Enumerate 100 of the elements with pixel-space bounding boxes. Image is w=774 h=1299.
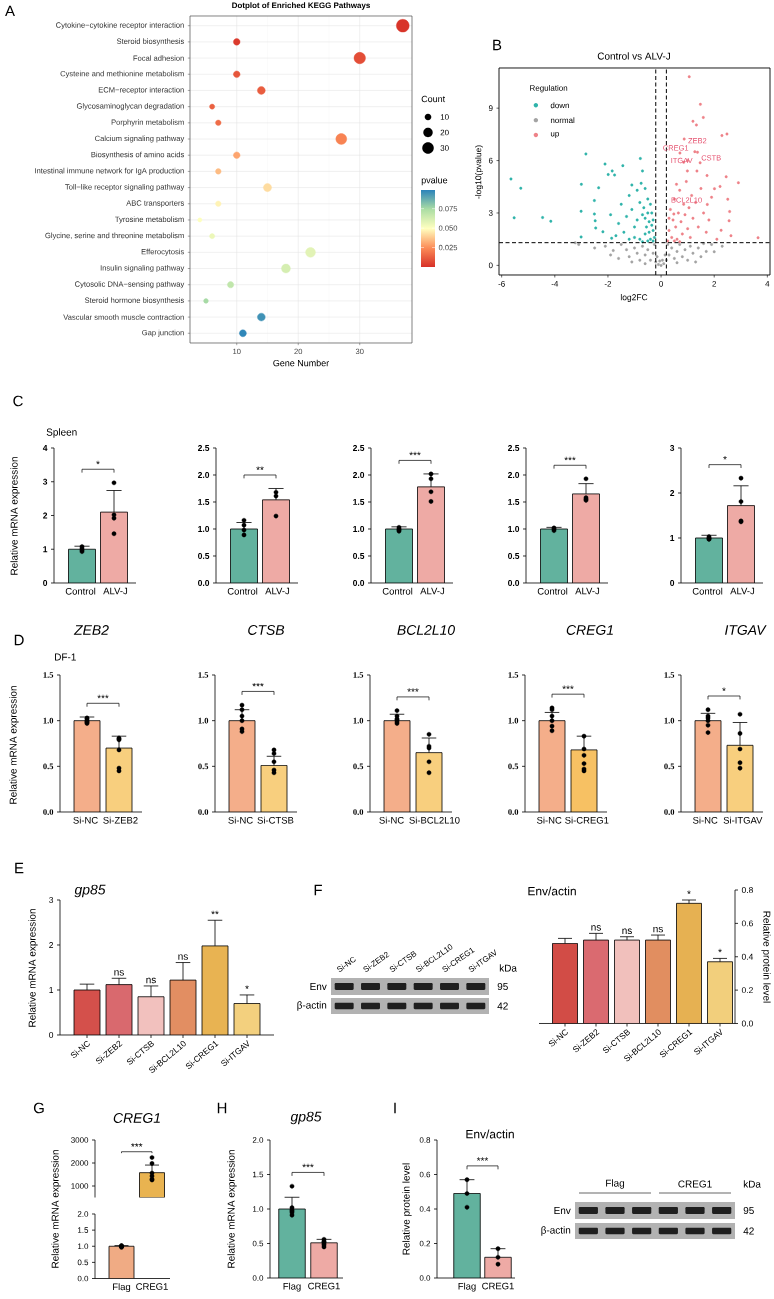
y-tick-label: 1.0 [198,526,210,532]
text: F [314,884,322,896]
text: C [13,395,23,407]
y-tick-label: 2.5 [198,445,210,451]
annotation: *** [407,688,419,692]
text: 42 [743,1227,754,1235]
x-tick-label: Si-NC [693,816,718,824]
y-tick-label: 2 [43,512,48,519]
text: kDa [499,964,517,972]
y-tick-label: 2.0 [198,472,210,478]
x-tick-label: ALV-J [575,587,600,595]
x-tick-label: Si-ITGAV [723,816,763,824]
chart-subtitle: Spleen [46,428,77,438]
annotation: * [723,456,727,460]
y-tick-label: 1.5 [508,499,520,505]
y-tick-label: 2.5 [353,445,365,451]
annotation: *** [562,685,574,690]
chart-title: gp85 [74,884,106,898]
text: I [394,1102,396,1114]
y-tick-label: 1.0 [353,717,364,724]
annotation: * [96,460,100,465]
text: Env [310,983,327,990]
chart-title: CREG1 [566,625,613,635]
y-tick-label: 1.0 [664,717,675,724]
x-tick-label: Control [692,587,723,595]
x-tick-label: ALV-J [730,587,755,595]
chart-title: gp85 [290,1111,322,1125]
y-tick-label: 1.0 [508,526,520,532]
text: Env [554,1207,571,1214]
y-tick-label: 2 [670,490,675,496]
x-tick-label: Control [537,587,568,595]
y-axis-title: Relative mRNA expression [10,457,20,575]
annotation: *** [409,451,421,456]
x-tick-label: Flag [458,1282,476,1292]
y-tick-label: 3 [669,445,675,451]
chart-title: ZEB2 [73,625,109,635]
x-tick-label: ALV-J [265,587,290,595]
text: A [5,5,15,17]
y-tick-label: 0.5 [198,553,210,559]
annotation: *** [564,456,576,461]
annotation: ns [591,925,601,931]
annotation: * [722,687,726,691]
annotation: *** [97,694,109,699]
x-tick-label: Control [382,587,413,595]
annotation: * [245,985,249,989]
annotation: ns [622,928,632,935]
y-tick-label: 4 [42,445,48,451]
x-tick-label: Si-NC [379,816,404,824]
x-axis-title: Gene Number [273,359,329,367]
y-axis-title: Relative protein level [761,911,771,1003]
chart-title: ITGAV [725,625,767,635]
text: β-actin [297,1001,327,1011]
y-tick-label: 1.0 [353,526,365,532]
y-tick-label: 1.0 [508,717,519,724]
y-tick-label: 1.5 [198,672,209,678]
annotation: ns [653,926,663,933]
y-tick-label: 0.5 [664,763,675,770]
chart-subtitle: DF-1 [55,653,76,661]
text: 95 [497,982,508,991]
y-tick-label: 1.0 [43,717,54,724]
x-tick-label: Control [227,587,258,595]
y-tick-label: 0.0 [198,580,210,586]
chart-title: Env/actin [528,886,576,896]
y-tick-label: 0.2 [741,987,753,994]
y-tick-label: 1.5 [353,672,364,678]
x-tick-label: Si-NC [537,816,562,824]
y-tick-label: 0.0 [664,809,675,815]
y-tick-label: 3 [42,478,48,485]
y-axis-title: Relative mRNA expression [9,686,19,804]
y-tick-label: 3 [49,897,54,903]
y-tick-label: 0.0 [43,809,54,815]
x-tick-label: Si-ZEB2 [103,816,138,824]
y-tick-label: 1.5 [43,672,54,678]
annotation: * [687,890,691,894]
annotation: *** [252,682,264,687]
y-axis-title: Relative mRNA expression [28,909,38,1027]
y-tick-label: 0.0 [741,1020,753,1027]
chart-title: BCL2L10 [397,625,455,635]
color-bar-title: pvalue [421,176,448,186]
y-tick-label: 0.6 [741,920,753,927]
text: 95 [743,1206,754,1215]
y-axis-title: -log10(pvalue) [475,145,483,199]
y-tick-label: 1.5 [198,499,210,505]
y-axis-title: Relative protein level [402,1163,412,1255]
x-tick-label: Si-BCL2L10 [409,816,460,824]
x-tick-label: Si-NC [228,816,253,824]
y-tick-label: 0 [43,580,48,586]
y-tick-label: 1.5 [508,672,519,678]
y-tick-label: 2 [49,942,54,948]
x-tick-label: Si-CREG1 [565,816,609,824]
chart-title: CTSB [248,625,285,635]
annotation: ns [178,954,188,960]
y-tick-label: 0.0 [353,580,365,586]
y-tick-label: 1 [49,987,54,993]
x-tick-label: CREG1 [308,1282,340,1290]
chart-title: Env/actin [466,1129,514,1139]
category-label: Flag [606,1179,625,1189]
annotation: *** [131,1143,143,1147]
y-tick-label: 1.5 [664,672,675,678]
x-tick-label: ALV-J [103,587,128,595]
